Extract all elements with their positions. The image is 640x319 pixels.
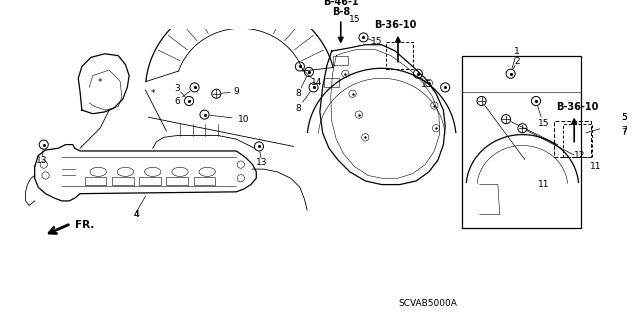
Text: B-46-1: B-46-1: [323, 0, 358, 7]
Text: 11: 11: [590, 162, 602, 171]
Text: 12: 12: [574, 151, 586, 160]
Text: *: *: [150, 89, 155, 98]
Bar: [324, 78, 339, 87]
Bar: [194, 177, 216, 185]
Text: B-8: B-8: [332, 6, 350, 17]
Text: SCVAB5000A: SCVAB5000A: [399, 299, 458, 308]
Text: 15: 15: [538, 119, 549, 128]
Text: *: *: [98, 78, 102, 87]
Bar: [112, 177, 134, 185]
Text: 2: 2: [514, 57, 520, 66]
Text: 14: 14: [310, 78, 322, 87]
Text: 6: 6: [174, 97, 180, 106]
Text: 15: 15: [421, 80, 433, 89]
Bar: [166, 177, 188, 185]
Text: B-36-10: B-36-10: [374, 20, 417, 30]
Text: 10: 10: [238, 115, 250, 124]
Text: 4: 4: [134, 210, 140, 219]
Bar: [333, 56, 348, 65]
Text: 1: 1: [514, 47, 520, 56]
Text: 13: 13: [256, 158, 268, 167]
Bar: [139, 177, 161, 185]
Text: B-36-10: B-36-10: [556, 102, 598, 112]
Text: 15: 15: [371, 37, 383, 47]
Text: 8: 8: [295, 104, 301, 113]
Text: FR.: FR.: [75, 220, 94, 230]
Text: 5: 5: [621, 113, 627, 122]
Text: 8: 8: [295, 89, 301, 98]
Text: 11: 11: [538, 180, 549, 189]
Text: 13: 13: [36, 156, 47, 165]
Text: 5: 5: [621, 113, 627, 122]
Text: 4: 4: [134, 210, 140, 219]
Text: 7: 7: [621, 126, 627, 135]
Text: 7: 7: [621, 128, 627, 137]
Text: 15: 15: [349, 15, 360, 24]
Text: 9: 9: [234, 87, 239, 96]
Text: 3: 3: [174, 84, 180, 93]
Bar: [84, 177, 106, 185]
